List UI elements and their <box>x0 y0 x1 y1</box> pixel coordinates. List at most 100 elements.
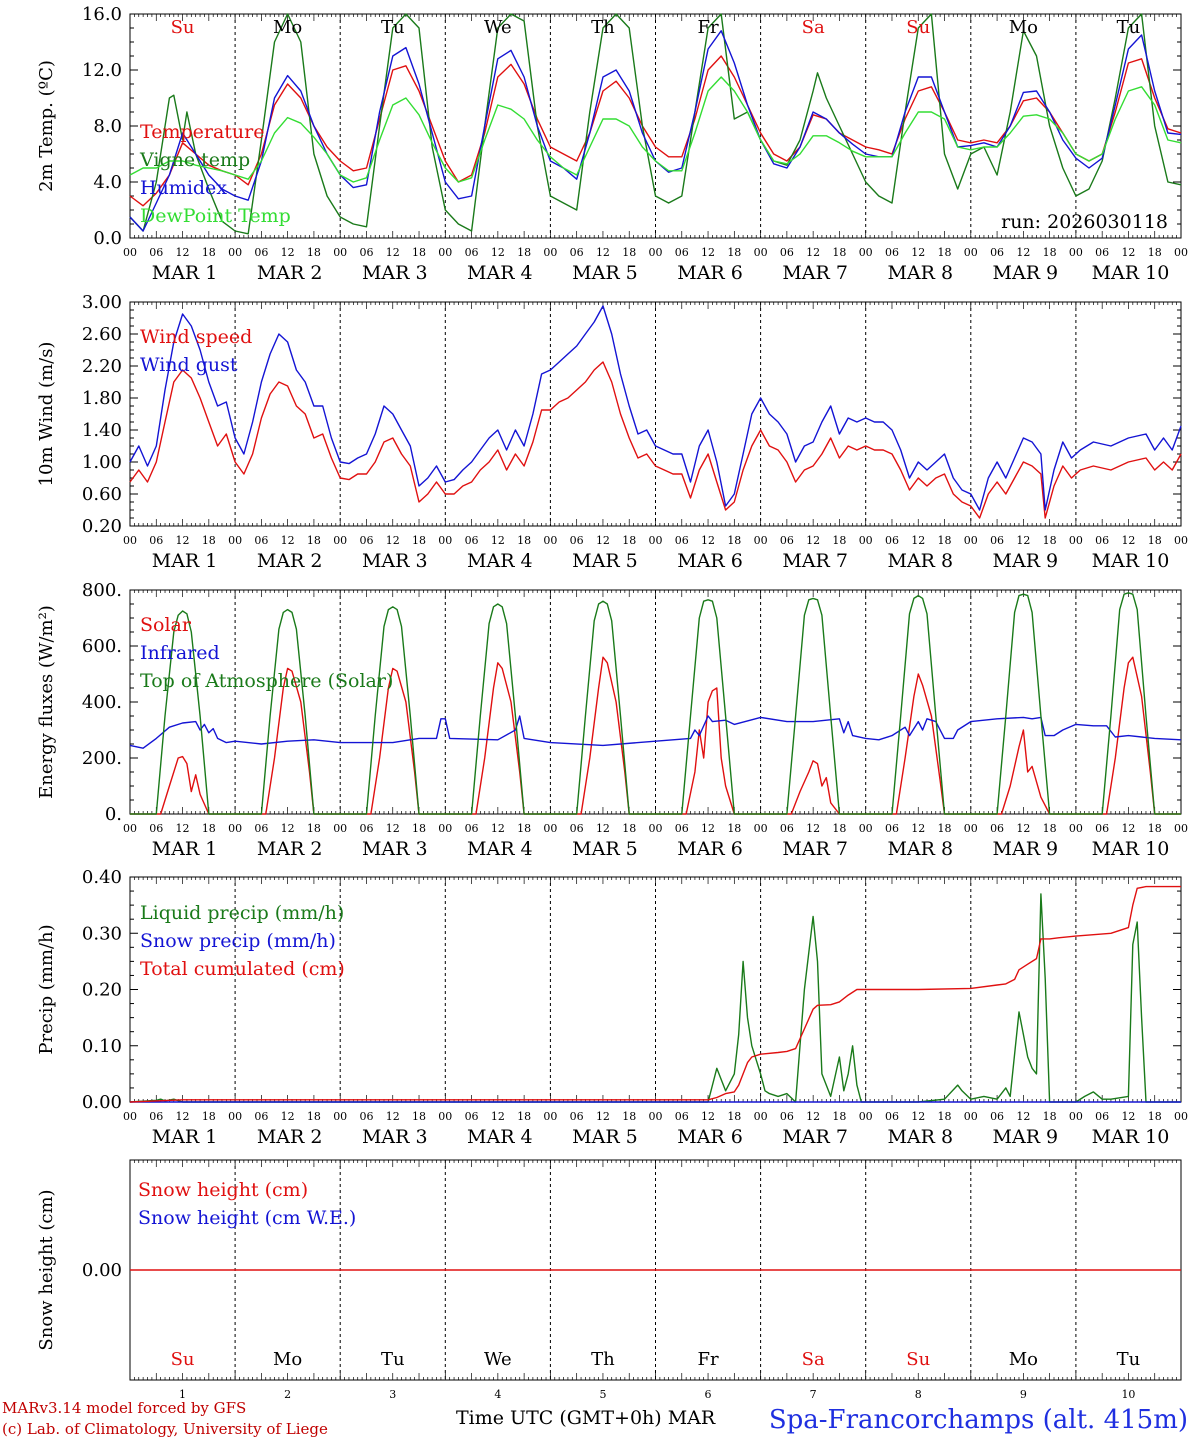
y-axis-title: Snow height (cm) <box>36 1189 57 1350</box>
hour-tick-label: 06 <box>465 246 479 259</box>
y-tick-label: 2.60 <box>82 324 122 345</box>
hour-tick-label: 06 <box>570 246 584 259</box>
date-label: MAR 3 <box>362 262 428 284</box>
day-of-week-label: Tu <box>1117 1349 1141 1370</box>
y-tick-label: 1.40 <box>82 420 122 441</box>
hour-tick-label: 00 <box>543 246 557 259</box>
hour-tick-label: 18 <box>832 534 846 547</box>
legend-entry: Top of Atmosphere (Solar) <box>140 670 393 692</box>
hour-tick-label: 00 <box>333 246 347 259</box>
y-tick-label: 0.0 <box>93 228 122 249</box>
hour-tick-label: 06 <box>1095 1110 1109 1123</box>
hour-tick-label: 00 <box>438 1110 452 1123</box>
day-of-week-label: Su <box>171 17 195 38</box>
hour-tick-label: 12 <box>1016 246 1030 259</box>
y-axis-title: 10m Wind (m/s) <box>36 342 57 487</box>
hour-tick-label: 12 <box>911 1110 925 1123</box>
hour-tick-label: 06 <box>254 534 268 547</box>
date-label: MAR 5 <box>572 838 638 860</box>
plot-frame <box>129 301 1182 527</box>
copyright-credit: (c) Lab. of Climatology, University of L… <box>2 1420 328 1438</box>
day-of-week-label: Su <box>906 17 930 38</box>
hour-tick-label: 00 <box>228 246 242 259</box>
legend-entry: Vigne temp <box>139 149 250 171</box>
hour-tick-label: 00 <box>228 534 242 547</box>
y-tick-label: 0.20 <box>82 980 122 1001</box>
hour-tick-label: 12 <box>701 246 715 259</box>
hour-tick-label: 18 <box>517 1110 531 1123</box>
hour-tick-label: 06 <box>149 822 163 835</box>
hour-tick-label: 00 <box>649 1110 663 1123</box>
date-label: MAR 4 <box>467 262 533 284</box>
date-label: MAR 6 <box>677 838 743 860</box>
hour-tick-label: 12 <box>176 822 190 835</box>
y-axis-title: 2m Temp. (ºC) <box>36 60 57 192</box>
hour-tick-label: 12 <box>491 246 505 259</box>
hour-tick-label: 06 <box>149 246 163 259</box>
day-of-week-label: Fr <box>698 1349 719 1370</box>
day-of-week-label: Tu <box>1117 17 1141 38</box>
date-label: MAR 2 <box>257 262 323 284</box>
y-tick-label: 1.00 <box>82 452 122 473</box>
hour-tick-label: 06 <box>359 1110 373 1123</box>
hour-tick-label: 12 <box>596 246 610 259</box>
hour-tick-label: 06 <box>990 246 1004 259</box>
hour-tick-label: 18 <box>1148 246 1162 259</box>
hour-tick-label: 00 <box>228 822 242 835</box>
hour-tick-label: 18 <box>202 1110 216 1123</box>
hour-tick-label: 06 <box>885 534 899 547</box>
date-label: MAR 1 <box>152 1126 218 1148</box>
day-of-week-label: Tu <box>381 17 405 38</box>
y-axis-title: Precip (mm/h) <box>36 924 57 1054</box>
day-number-label: 9 <box>1020 1388 1027 1401</box>
hour-tick-label: 18 <box>202 534 216 547</box>
hour-tick-label: 12 <box>1016 534 1030 547</box>
hour-tick-label: 06 <box>780 1110 794 1123</box>
date-label: MAR 6 <box>677 550 743 572</box>
hour-tick-label: 18 <box>1148 822 1162 835</box>
hour-tick-label: 12 <box>701 1110 715 1123</box>
hour-tick-label: 00 <box>754 534 768 547</box>
hour-tick-label: 18 <box>517 246 531 259</box>
station-name: Spa-Francorchamps (alt. 415m) <box>769 1405 1188 1435</box>
hour-tick-label: 06 <box>359 822 373 835</box>
day-of-week-label: Fr <box>698 17 719 38</box>
day-of-week-label: Sa <box>802 17 825 38</box>
hour-tick-label: 18 <box>1043 534 1057 547</box>
date-label: MAR 8 <box>887 550 953 572</box>
date-label: MAR 1 <box>152 550 218 572</box>
legend-entry: DewPoint Temp <box>140 205 291 227</box>
hour-tick-label: 06 <box>990 822 1004 835</box>
date-label: MAR 5 <box>572 262 638 284</box>
hour-tick-label: 06 <box>990 1110 1004 1123</box>
day-number-label: 8 <box>915 1388 922 1401</box>
hour-tick-label: 00 <box>123 534 137 547</box>
hour-tick-label: 00 <box>1174 1110 1188 1123</box>
hour-tick-label: 12 <box>386 534 400 547</box>
series-line-wind-gust <box>129 305 1182 511</box>
hour-tick-label: 00 <box>1069 246 1083 259</box>
hour-tick-label: 12 <box>386 246 400 259</box>
date-label: MAR 1 <box>152 262 218 284</box>
legend-entry: Wind gust <box>140 354 238 376</box>
date-label: MAR 3 <box>362 838 428 860</box>
y-tick-label: 200. <box>82 748 122 769</box>
hour-tick-label: 00 <box>649 534 663 547</box>
hour-tick-label: 18 <box>622 822 636 835</box>
chart-panel-5: 0.00 Snow height (cm) Snow height (cm) Snow… <box>36 1159 1182 1401</box>
hour-tick-label: 00 <box>333 822 347 835</box>
hour-tick-label: 18 <box>938 1110 952 1123</box>
date-label: MAR 5 <box>572 1126 638 1148</box>
date-label: MAR 10 <box>1092 838 1170 860</box>
hour-tick-label: 00 <box>964 1110 978 1123</box>
day-of-week-label: Mo <box>273 1349 302 1370</box>
hour-tick-label: 18 <box>727 246 741 259</box>
hour-tick-label: 06 <box>1095 534 1109 547</box>
legend-entry: Temperature <box>140 121 264 143</box>
hour-tick-label: 12 <box>386 822 400 835</box>
hour-tick-label: 12 <box>281 1110 295 1123</box>
hour-tick-label: 18 <box>307 246 321 259</box>
day-of-week-label: Tu <box>381 1349 405 1370</box>
date-label: MAR 7 <box>782 550 848 572</box>
date-label: MAR 9 <box>993 838 1059 860</box>
